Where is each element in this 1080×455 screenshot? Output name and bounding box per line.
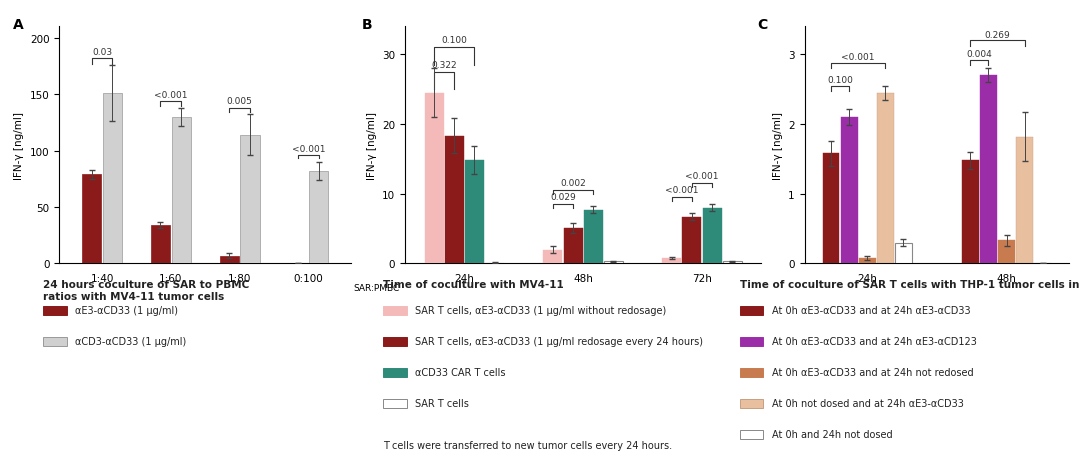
Bar (998, 241, 1015, 264)
Text: 0.004: 0.004 (967, 51, 993, 59)
Text: B: B (362, 18, 373, 32)
Bar (895, 243, 912, 264)
Text: T cells were transferred to new tumor cells every 24 hours.: T cells were transferred to new tumor ce… (383, 440, 673, 450)
Text: αCD3-αCD33 (1 μg/ml): αCD3-αCD33 (1 μg/ml) (76, 336, 187, 346)
Text: <0.001: <0.001 (665, 186, 699, 195)
Bar (151, 226, 171, 264)
Y-axis label: IFN-γ [ng/ml]: IFN-γ [ng/ml] (14, 111, 25, 180)
Text: Time of coculture with MV4-11: Time of coculture with MV4-11 (383, 280, 564, 290)
Text: αCD33 CAR T cells: αCD33 CAR T cells (416, 367, 505, 377)
Bar (980, 76, 997, 264)
Text: At 0h αE3-αCD33 and at 24h αE3-αCD33: At 0h αE3-αCD33 and at 24h αE3-αCD33 (772, 305, 971, 315)
Bar (564, 228, 582, 264)
Text: SAR T cells, αE3-αCD33 (1 μg/ml redosage every 24 hours): SAR T cells, αE3-αCD33 (1 μg/ml redosage… (416, 336, 703, 346)
Bar (543, 250, 563, 264)
Y-axis label: IFN-γ [ng/ml]: IFN-γ [ng/ml] (366, 111, 377, 180)
Bar (683, 217, 701, 264)
Text: 0.029: 0.029 (550, 193, 576, 202)
Text: At 0h not dosed and at 24h αE3-αCD33: At 0h not dosed and at 24h αE3-αCD33 (772, 398, 963, 408)
Text: At 0h αE3-αCD33 and at 24h αE3-αCD123: At 0h αE3-αCD33 and at 24h αE3-αCD123 (772, 336, 976, 346)
Text: αE3-αCD33 (1 μg/ml): αE3-αCD33 (1 μg/ml) (76, 305, 178, 315)
Bar (877, 93, 894, 264)
Bar (485, 263, 504, 264)
Text: SAR T cells: SAR T cells (416, 398, 469, 408)
Text: SAR T cells, αE3-αCD33 (1 μg/ml without redosage): SAR T cells, αE3-αCD33 (1 μg/ml without … (416, 305, 666, 315)
Text: 0.005: 0.005 (227, 97, 253, 106)
Text: Time of coculture of SAR T cells with THP-1 tumor cells in a 10:1 ratio: Time of coculture of SAR T cells with TH… (740, 280, 1080, 290)
Bar (841, 118, 858, 264)
Text: C: C (757, 18, 767, 32)
Bar (1016, 137, 1032, 264)
Bar (703, 208, 721, 264)
Bar (604, 262, 623, 264)
Text: 0.269: 0.269 (985, 31, 1011, 40)
Text: At 0h and 24h not dosed: At 0h and 24h not dosed (772, 429, 892, 439)
Text: 0.03: 0.03 (92, 48, 112, 56)
Text: 0.322: 0.322 (431, 61, 457, 70)
Bar (823, 154, 839, 264)
Bar (445, 136, 463, 264)
Text: SAR:PMBC: SAR:PMBC (353, 283, 400, 292)
Bar (962, 161, 978, 264)
Text: <0.001: <0.001 (685, 172, 719, 181)
Bar (103, 94, 122, 264)
Bar (309, 172, 328, 264)
Text: <0.001: <0.001 (292, 145, 325, 153)
Bar (465, 161, 484, 264)
Bar (219, 256, 239, 264)
Text: A: A (13, 18, 24, 32)
Bar (172, 117, 191, 264)
Text: <0.001: <0.001 (841, 53, 875, 62)
Bar (859, 258, 876, 264)
Text: At 0h αE3-αCD33 and at 24h not redosed: At 0h αE3-αCD33 and at 24h not redosed (772, 367, 973, 377)
Text: <0.001: <0.001 (154, 91, 188, 99)
Y-axis label: IFN-γ [ng/ml]: IFN-γ [ng/ml] (772, 111, 783, 180)
Bar (723, 262, 742, 264)
Bar (584, 210, 603, 264)
Text: 0.100: 0.100 (442, 36, 468, 46)
Text: 0.100: 0.100 (827, 76, 853, 85)
Text: 0.002: 0.002 (561, 179, 586, 188)
Text: 24 hours coculture of SAR to PBMC
ratios with MV4-11 tumor cells: 24 hours coculture of SAR to PBMC ratios… (43, 280, 249, 301)
Bar (662, 258, 681, 264)
Bar (424, 93, 444, 264)
Bar (82, 175, 102, 264)
Bar (240, 136, 259, 264)
